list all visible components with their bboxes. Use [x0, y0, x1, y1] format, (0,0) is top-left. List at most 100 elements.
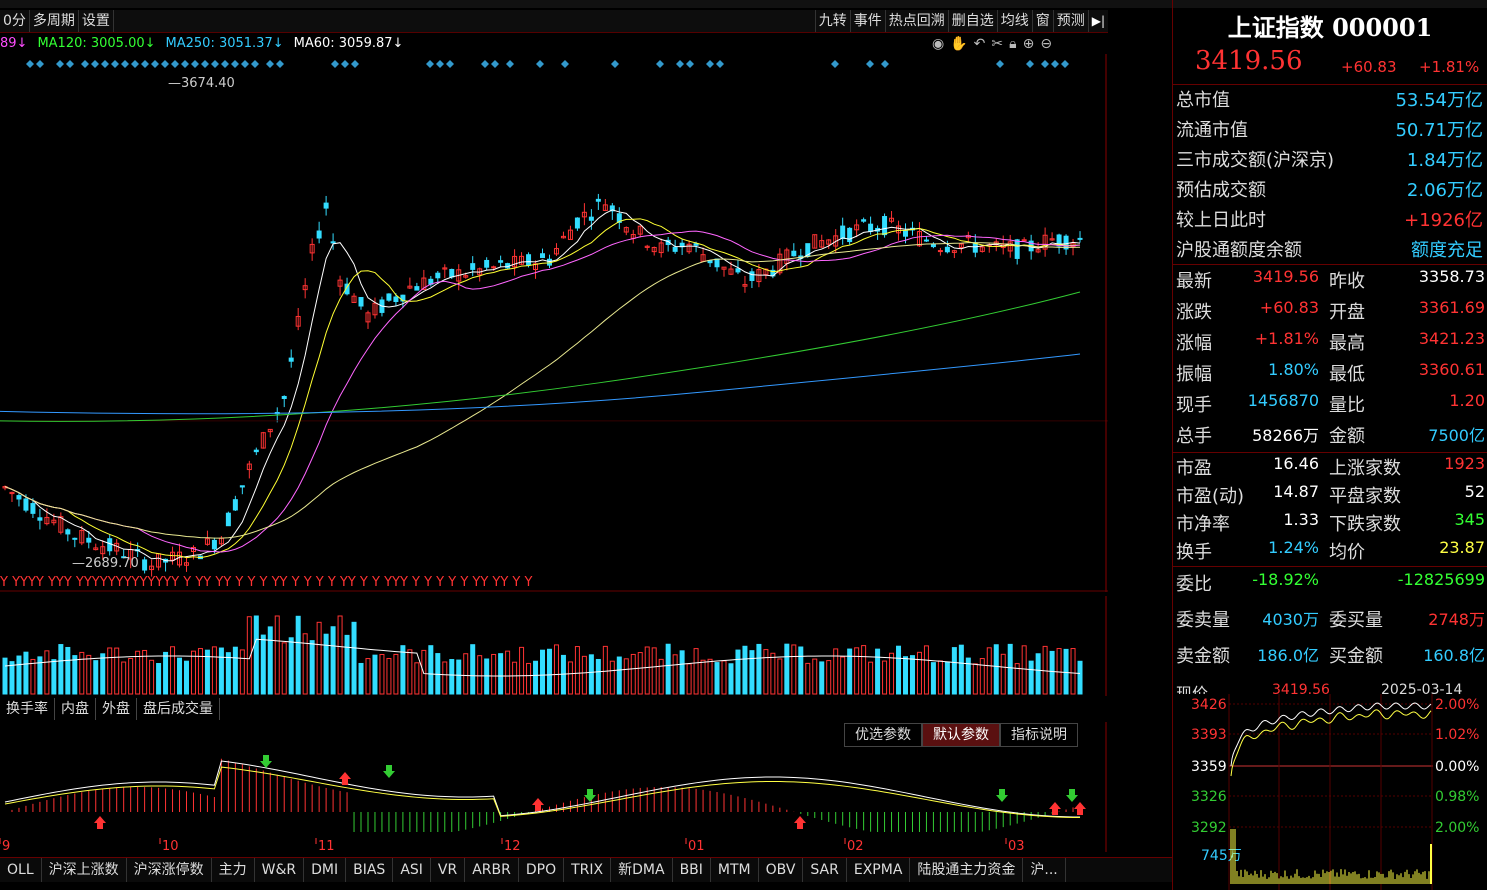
indicator-tab-13[interactable]: BBI [673, 858, 711, 882]
indicator-tab-9[interactable]: ARBR [465, 858, 519, 882]
toolbar-left: 0分 多周期 设置 [0, 10, 114, 32]
candle-body [840, 225, 846, 239]
buy-arrow-icon [339, 772, 351, 785]
volume-bar [875, 648, 881, 695]
ma-legend-item-1: MA120: 3005.00↓ [37, 36, 156, 51]
toolbar-left-item-1[interactable]: 多周期 [30, 10, 79, 32]
volume-bar [135, 650, 141, 695]
toolbar-left-item-0[interactable]: 0分 [0, 10, 30, 32]
volume-bar [1035, 653, 1041, 695]
quote-value: 14.87 [1273, 482, 1319, 501]
indicator-tab-19[interactable]: 沪... [1023, 858, 1066, 882]
toolbar-right-item-3[interactable]: 删自选 [947, 10, 997, 32]
signal-diamond [716, 60, 724, 68]
candle-body [288, 357, 294, 362]
param-button-0[interactable]: 优选参数 [844, 723, 922, 747]
candle-body [749, 271, 755, 281]
indicator-tab-16[interactable]: SAR [803, 858, 847, 882]
quote-value: 1.80% [1268, 360, 1319, 379]
volume-bar [1007, 643, 1013, 695]
scissors-icon[interactable]: ✂ [991, 36, 1004, 52]
volume-bar [456, 659, 462, 695]
volume-bar [225, 652, 231, 695]
volume-bar [58, 644, 64, 695]
toolbar-right-item-7[interactable]: ▶| [1087, 10, 1108, 32]
toolbar-left-item-2[interactable]: 设置 [79, 10, 114, 32]
indicator-chart[interactable]: +161.1+108.3+09101112010203 [0, 722, 1108, 852]
zoom-in-icon[interactable]: ⊕ [1022, 36, 1035, 52]
indicator-tab-8[interactable]: VR [431, 858, 466, 882]
toolbar-right-item-1[interactable]: 事件 [849, 10, 885, 32]
stat-row: 总市值 53.54万亿 [1173, 86, 1487, 116]
signal-diamond [1061, 60, 1069, 68]
volume-bar [142, 649, 148, 695]
candle-body [30, 503, 36, 514]
candle-body [211, 539, 217, 550]
candle-body [721, 266, 727, 270]
indicator-tab-7[interactable]: ASI [393, 858, 431, 882]
ma5-line [4, 209, 1081, 562]
volume-bar [993, 644, 999, 695]
toolbar-right-item-6[interactable]: 预测 [1052, 10, 1088, 32]
indicator-tab-5[interactable]: DMI [304, 858, 347, 882]
candle-body [560, 235, 566, 239]
candle-body [337, 279, 343, 287]
hand-icon[interactable]: ✋ [950, 36, 968, 52]
candle-body [651, 246, 657, 253]
eye-icon[interactable]: ◉ [932, 36, 945, 52]
volume-bar [400, 645, 406, 695]
volume-chart[interactable]: 131.35万66.72万X1000 [0, 596, 1108, 696]
mini-price-label: 3426 [1191, 697, 1227, 713]
indicator-tab-10[interactable]: DPO [519, 858, 565, 882]
indicator-tab-1[interactable]: 沪深上涨数 [42, 858, 127, 882]
toolbar-right-item-5[interactable]: 窗 [1031, 10, 1053, 32]
volume-tab-0[interactable]: 换手率 [0, 698, 55, 720]
candle-body [693, 243, 699, 246]
candle-body [414, 286, 420, 291]
indicator-tab-17[interactable]: EXPMA [847, 858, 911, 882]
volume-tab-3[interactable]: 盘后成交量 [137, 698, 220, 720]
volume-bar [344, 634, 350, 695]
volume-tab-1[interactable]: 内盘 [55, 698, 96, 720]
toolbar-right-item-0[interactable]: 九转 [814, 10, 850, 32]
toolbar-right-item-4[interactable]: 均线 [996, 10, 1032, 32]
volume-bar [616, 656, 622, 695]
intraday-chart[interactable]: 3426 2.00% 3393 1.02% 3359 0.00% 3326 0.98% 3292… [1173, 694, 1487, 890]
candle-body [861, 219, 867, 222]
candle-body [658, 242, 664, 254]
indicator-tab-12[interactable]: 新DMA [611, 858, 673, 882]
signal-diamond [436, 60, 444, 68]
volume-bar [477, 655, 483, 695]
indicator-tab-2[interactable]: 沪深涨停数 [127, 858, 212, 882]
indicator-tab-18[interactable]: 陆股通主力资金 [910, 858, 1024, 882]
indicator-tab-3[interactable]: 主力 [212, 858, 255, 882]
indicator-tab-14[interactable]: MTM [711, 858, 759, 882]
quote-label: 买金额 [1329, 646, 1383, 667]
indicator-tab-4[interactable]: W&R [255, 858, 305, 882]
indicator-tab-15[interactable]: OBV [759, 858, 804, 882]
candlestick-chart[interactable]: —3674.40 —2689.70 Y YYYY YYY YYYYYYYYYYYYY… [0, 54, 1108, 592]
volume-bar [630, 653, 636, 695]
indicator-tab-6[interactable]: BIAS [346, 858, 394, 882]
candle-body [937, 250, 943, 253]
indicator-tab-11[interactable]: TRIX [564, 858, 612, 882]
indicator-tab-0[interactable]: OLL [0, 858, 42, 882]
volume-bar [79, 651, 85, 695]
param-button-2[interactable]: 指标说明 [1000, 723, 1078, 747]
quote-label: 委买量 [1329, 610, 1383, 631]
undo-icon[interactable]: ↶ [973, 36, 986, 52]
volume-bar [156, 663, 162, 695]
candle-body [686, 243, 692, 253]
zoom-out-icon[interactable]: ⊖ [1040, 36, 1053, 52]
volume-bar [749, 650, 755, 695]
volume-bar [491, 653, 497, 695]
param-button-1[interactable]: 默认参数 [922, 723, 1000, 747]
lock-icon[interactable]: 🔒︎ [1009, 36, 1017, 52]
quote-label: 均价 [1329, 542, 1365, 563]
volume-bar [239, 649, 245, 695]
toolbar-right-item-2[interactable]: 热点回溯 [884, 10, 948, 32]
volume-tab-2[interactable]: 外盘 [96, 698, 137, 720]
volume-bar [567, 661, 573, 695]
month-label: 10 [162, 839, 179, 852]
volume-bar [714, 662, 720, 695]
